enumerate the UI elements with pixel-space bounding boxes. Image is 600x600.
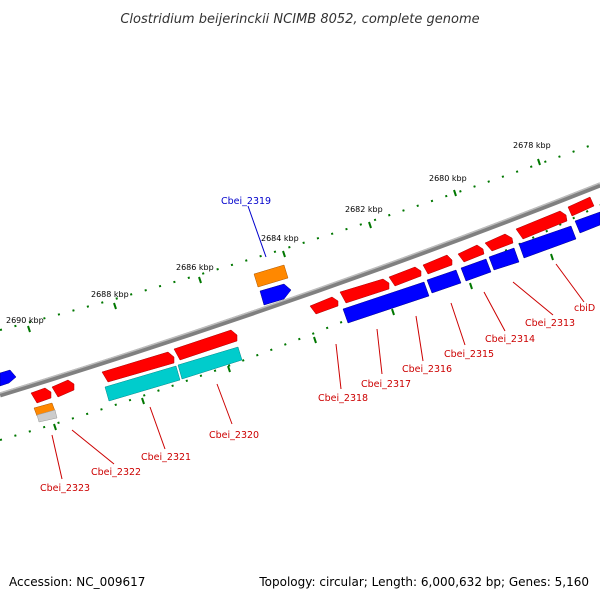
label-leader-line xyxy=(149,406,166,450)
rna-feature[interactable] xyxy=(177,346,243,380)
ruler-major-tick xyxy=(537,158,541,166)
gene-arrow[interactable] xyxy=(0,369,17,387)
gene-arrow[interactable] xyxy=(388,266,422,287)
gene-label[interactable]: Cbei_2317 xyxy=(361,379,411,390)
forward-strand-genes xyxy=(30,196,595,404)
inner-ruler-dots xyxy=(0,204,600,441)
ruler-label: 2678 kbp xyxy=(513,141,551,150)
gene-arrow[interactable] xyxy=(173,329,238,361)
other-feature[interactable] xyxy=(36,409,58,423)
label-leader-line xyxy=(450,302,466,346)
gene-arrow[interactable] xyxy=(51,379,75,398)
ruler-major-tick xyxy=(453,189,457,197)
ruler-major-tick xyxy=(469,282,473,290)
ruler-label: 2680 kbp xyxy=(429,174,467,183)
gene-label[interactable]: Cbei_2321 xyxy=(141,452,191,463)
gene-label[interactable]: cbiD xyxy=(574,303,595,314)
gene-arrow[interactable] xyxy=(30,387,52,404)
inner-ruler xyxy=(0,204,600,441)
map-title: Clostridium beijerinckii NCIMB 8052, com… xyxy=(120,12,479,27)
label-leader-line xyxy=(512,281,554,316)
ruler-major-tick xyxy=(198,276,202,284)
gene-arrow[interactable] xyxy=(457,244,485,263)
gene-labels: Cbei_2319 cbiD Cbei_2313 Cbei_2314 Cbei_… xyxy=(40,196,595,494)
gene-label[interactable]: Cbei_2315 xyxy=(444,349,494,360)
gene-arrow[interactable] xyxy=(339,278,390,304)
ruler-label: 2682 kbp xyxy=(345,205,383,214)
outer-ruler-dots xyxy=(0,141,600,331)
gene-arrow[interactable] xyxy=(488,247,520,271)
ruler-label: 2690 kbp xyxy=(6,316,44,325)
reverse-strand-genes xyxy=(0,211,600,387)
ruler-label: 2684 kbp xyxy=(261,234,299,243)
ruler-major-tick xyxy=(113,302,117,310)
gene-arrow[interactable] xyxy=(484,233,514,252)
label-leader-line xyxy=(555,263,585,303)
label-leader-line xyxy=(415,315,424,362)
gene-arrow[interactable] xyxy=(422,254,453,275)
gene-label[interactable]: Cbei_2313 xyxy=(525,318,575,329)
label-leader-line xyxy=(247,205,267,258)
label-leader-line xyxy=(376,328,383,375)
ruler-major-tick xyxy=(53,423,57,431)
other-features xyxy=(33,264,289,423)
gene-arrow[interactable] xyxy=(460,258,492,282)
genome-backbone-highlight xyxy=(0,182,600,394)
ruler-major-tick xyxy=(368,221,372,229)
gene-label[interactable]: Cbei_2318 xyxy=(318,393,368,404)
gene-label[interactable]: Cbei_2320 xyxy=(209,430,259,441)
genome-backbone xyxy=(0,182,600,398)
gene-arrow[interactable] xyxy=(342,281,430,324)
other-feature[interactable] xyxy=(253,264,289,288)
ruler-major-tick xyxy=(313,336,317,344)
ruler-major-tick xyxy=(227,365,231,373)
ruler-major-tick xyxy=(141,397,145,405)
label-leader-line xyxy=(51,434,63,480)
label-leader-line xyxy=(71,429,115,465)
ruler-major-tick xyxy=(27,325,31,333)
gene-arrow[interactable] xyxy=(101,351,175,383)
label-leader-line xyxy=(483,291,506,332)
gene-arrow[interactable] xyxy=(426,269,462,294)
gene-arrow[interactable] xyxy=(567,196,595,217)
gene-label[interactable]: Cbei_2319 xyxy=(221,196,271,207)
gene-label[interactable]: Cbei_2316 xyxy=(402,364,452,375)
ruler-major-tick xyxy=(550,253,554,261)
ruler-label: 2686 kbp xyxy=(176,263,214,272)
gene-label[interactable]: Cbei_2322 xyxy=(91,467,141,478)
label-leader-line xyxy=(335,343,342,390)
gene-arrow[interactable] xyxy=(574,211,600,234)
gene-arrow[interactable] xyxy=(515,210,568,240)
ruler-label: 2688 kbp xyxy=(91,290,129,299)
outer-ruler: 2678 kbp 2680 kbp 2682 kbp 2684 kbp 2686… xyxy=(0,141,600,333)
gene-arrow[interactable] xyxy=(259,283,292,306)
gene-arrow[interactable] xyxy=(309,296,339,315)
gene-label[interactable]: Cbei_2323 xyxy=(40,483,90,494)
gene-label[interactable]: Cbei_2314 xyxy=(485,334,535,345)
accession-text: Accession: NC_009617 xyxy=(9,575,145,589)
label-leader-line xyxy=(216,383,233,425)
genome-summary-text: Topology: circular; Length: 6,000,632 bp… xyxy=(258,575,589,589)
gene-arrow[interactable] xyxy=(518,225,577,259)
rna-feature[interactable] xyxy=(104,365,181,402)
ruler-major-tick xyxy=(391,308,395,316)
ruler-major-tick xyxy=(282,250,286,258)
